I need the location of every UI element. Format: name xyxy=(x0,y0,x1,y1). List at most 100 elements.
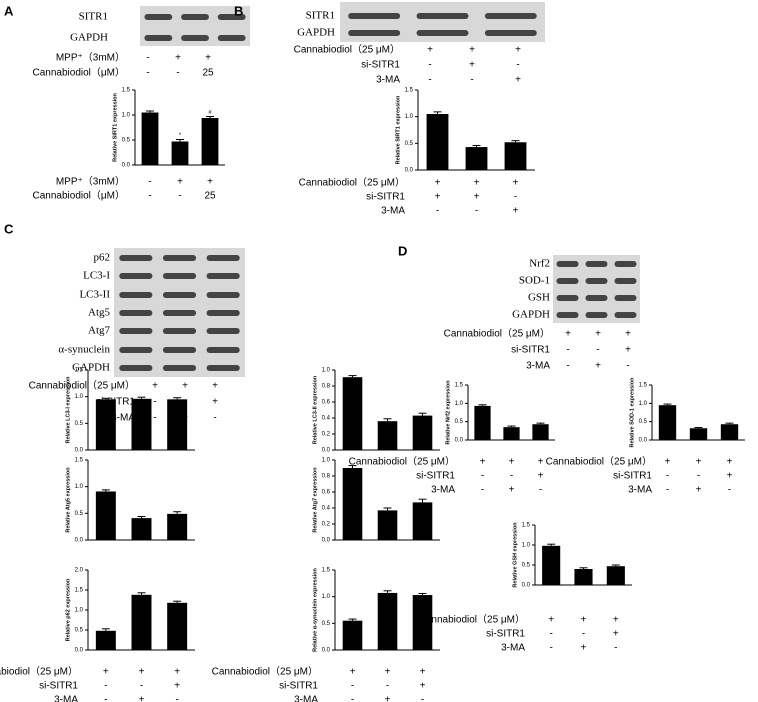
condition-sign: - xyxy=(470,75,473,86)
condition-sign: - xyxy=(153,413,156,424)
panel-letter: B xyxy=(234,3,243,18)
band-label: α-synuclein xyxy=(58,344,110,356)
condition-sign: 25 xyxy=(202,68,214,79)
y-tick-label: 1.0 xyxy=(75,608,84,614)
condition-sign: - xyxy=(148,191,151,202)
blot-band xyxy=(206,328,240,334)
band-label: LC3-I xyxy=(83,270,110,282)
band-label: SITR1 xyxy=(306,10,335,22)
blot-band xyxy=(119,310,153,316)
y-tick-label: 0.5 xyxy=(639,419,648,425)
condition-sign: - xyxy=(153,397,156,408)
bar xyxy=(201,118,219,165)
condition-sign: + xyxy=(513,178,519,189)
bar xyxy=(606,566,625,585)
condition-sign: - xyxy=(596,345,599,356)
condition-sign: - xyxy=(436,206,439,217)
condition-sign: - xyxy=(666,471,669,482)
condition-sign: + xyxy=(385,667,391,678)
condition-sign: + xyxy=(420,681,426,692)
condition-sign: + xyxy=(581,643,587,654)
condition-label: Cannabiodiol（25 μM） xyxy=(546,456,652,468)
y-tick-label: 0.0 xyxy=(75,538,84,544)
blot-band xyxy=(119,292,153,298)
condition-label: 3-MA xyxy=(501,643,525,654)
condition-sign: + xyxy=(727,471,733,482)
condition-label: si-SITR1 xyxy=(39,681,78,692)
y-tick-label: 1.5 xyxy=(322,568,331,574)
blot-band xyxy=(119,347,153,353)
bar xyxy=(342,620,363,650)
condition-sign: + xyxy=(174,667,180,678)
condition-label: Cannabiodiol（25 μM） xyxy=(419,614,525,626)
condition-sign: - xyxy=(176,68,179,79)
y-tick-label: 1.5 xyxy=(405,88,414,94)
y-axis-label: Relative GSH expression xyxy=(512,522,518,588)
annotation: * xyxy=(179,133,182,139)
condition-sign: - xyxy=(614,643,617,654)
bar xyxy=(503,427,520,440)
y-axis-label: Relative SOD-1 expression xyxy=(629,377,635,448)
condition-sign: + xyxy=(177,177,183,188)
condition-sign: + xyxy=(139,667,145,678)
condition-label: 3-MA xyxy=(381,206,405,217)
condition-sign: 25 xyxy=(204,191,216,202)
y-tick-label: 1.0 xyxy=(322,368,331,374)
condition-sign: + xyxy=(595,361,601,372)
y-tick-label: 1.0 xyxy=(455,401,464,407)
condition-label: Cannabiodiol（μM） xyxy=(33,67,125,79)
y-tick-label: 0.0 xyxy=(322,448,331,454)
condition-sign: + xyxy=(474,178,480,189)
blot-band xyxy=(217,14,246,20)
condition-label: 3-MA xyxy=(294,695,318,702)
y-tick-label: 0.4 xyxy=(322,416,331,422)
condition-label: si-SITR1 xyxy=(511,345,550,356)
condition-label: Cannabiodiol（25 μM） xyxy=(29,380,135,392)
condition-sign: - xyxy=(178,191,181,202)
y-tick-label: 1.0 xyxy=(75,484,84,490)
condition-label: 3-MA xyxy=(376,75,400,86)
y-axis-label: Relative SIRT1 expression xyxy=(112,92,118,161)
bar xyxy=(342,377,363,450)
y-tick-label: 0.0 xyxy=(639,438,648,444)
condition-sign: + xyxy=(212,397,218,408)
band-label: Atg5 xyxy=(88,307,111,319)
y-tick-label: 0.5 xyxy=(455,419,464,425)
bar xyxy=(532,424,549,440)
condition-label: 3-MA xyxy=(54,695,78,702)
condition-sign: + xyxy=(139,695,145,702)
condition-sign: - xyxy=(566,345,569,356)
condition-label: 3-MA xyxy=(526,361,550,372)
bar xyxy=(504,142,527,170)
condition-label: si-SITR1 xyxy=(416,471,455,482)
condition-sign: - xyxy=(510,471,513,482)
blot-band xyxy=(181,14,209,20)
blot-band xyxy=(614,295,637,301)
y-tick-label: 1.5 xyxy=(639,383,648,389)
blot-band xyxy=(484,13,537,19)
condition-label: si-SITR1 xyxy=(613,471,652,482)
condition-sign: + xyxy=(212,381,218,392)
condition-sign: - xyxy=(351,695,354,702)
blot-band xyxy=(585,312,608,318)
band-label: LC3-II xyxy=(79,289,110,301)
blot-band xyxy=(162,292,197,298)
blot-band xyxy=(144,35,173,41)
y-axis-label: Relative Nrf2 expression xyxy=(445,380,451,445)
y-tick-label: 2.0 xyxy=(75,568,84,574)
bar xyxy=(95,399,116,450)
condition-sign: - xyxy=(146,68,149,79)
condition-sign: + xyxy=(385,695,391,702)
y-axis-label: Relative Atg7 expression xyxy=(312,467,318,533)
y-tick-label: 1.0 xyxy=(322,594,331,600)
blot-band xyxy=(119,255,153,261)
condition-sign: - xyxy=(697,471,700,482)
blot-band xyxy=(556,261,579,267)
condition-label: si-SITR1 xyxy=(279,681,318,692)
y-tick-label: 0.2 xyxy=(322,522,331,528)
y-axis-label: Relative p62 expression xyxy=(65,578,71,641)
y-tick-label: 1.0 xyxy=(75,394,84,400)
condition-label: Cannabiodiol（25 μM） xyxy=(349,456,455,468)
y-tick-label: 0.0 xyxy=(75,448,84,454)
